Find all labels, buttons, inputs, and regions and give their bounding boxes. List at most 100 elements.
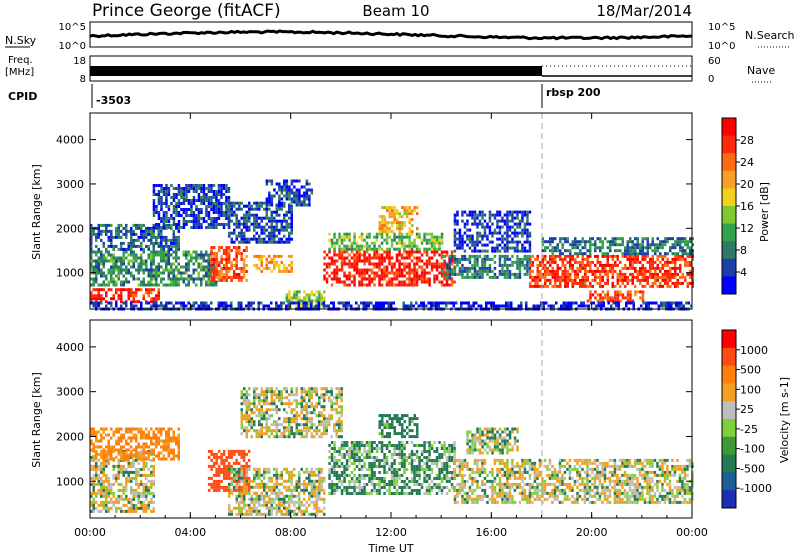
power-cell-r14 [609, 266, 612, 270]
power-cell-r14 [634, 254, 637, 258]
power-cell-r9 [353, 256, 356, 260]
power-cell-r2 [172, 229, 175, 233]
velocity-cell-r0 [127, 497, 130, 501]
power-cell-r6 [238, 240, 241, 244]
power-cell-r14 [619, 275, 622, 279]
power-cell-r10 [403, 241, 406, 245]
power-cell-r4 [242, 276, 246, 279]
velocity-cell-r0 [117, 464, 120, 468]
power-cell-r9 [385, 283, 389, 287]
power-cell-r17 [367, 304, 370, 308]
power-cell-r0 [127, 291, 130, 295]
power-cell-r14 [576, 281, 579, 285]
power-cell-r9 [390, 262, 394, 266]
power-cell-r17 [615, 304, 618, 308]
power-cell-r14 [666, 275, 669, 279]
power-cell-r9 [358, 253, 361, 257]
power-cell-r7 [295, 188, 299, 192]
velocity-cell-r2 [220, 461, 223, 465]
power-cell-r6 [288, 216, 291, 220]
velocity-cell-r1 [165, 430, 168, 434]
power-colorbar-swatch [722, 206, 736, 225]
power-cell-r13 [468, 246, 472, 250]
power-cell-r17 [377, 304, 380, 308]
velocity-cell-r2 [230, 476, 233, 480]
power-cell-r14 [559, 275, 562, 279]
power-cell-r9 [340, 256, 344, 260]
power-cell-r1 [92, 283, 95, 287]
power-cell-r17 [580, 301, 583, 305]
velocity-cell-r0 [117, 467, 120, 471]
velocity-cell-r0 [120, 467, 123, 471]
power-cell-r1 [95, 262, 98, 266]
power-cell-r15 [646, 237, 649, 241]
velocity-cell-r2 [215, 470, 218, 474]
power-cell-r15 [559, 240, 562, 244]
velocity-cell-r0 [102, 461, 105, 465]
power-cell-r10 [345, 247, 349, 251]
power-cell-r6 [255, 237, 258, 241]
power-cell-r2 [97, 223, 100, 227]
power-cell-r12 [516, 257, 519, 261]
power-cell-r6 [260, 237, 263, 241]
power-cell-r11 [393, 221, 396, 225]
velocity-cell-r0 [150, 482, 153, 486]
power-cell-r2 [127, 241, 130, 245]
power-cell-r1 [127, 262, 130, 266]
power-cell-r10 [393, 238, 396, 242]
power-cell-r3 [197, 223, 201, 226]
power-cell-r13 [528, 231, 532, 235]
power-cell-r6 [235, 207, 238, 211]
power-cell-r13 [461, 213, 464, 217]
power-cell-r3 [157, 226, 161, 229]
power-cell-r14 [689, 260, 692, 264]
power-cell-r1 [147, 280, 150, 284]
power-cell-r11 [401, 221, 404, 225]
power-cell-r15 [656, 246, 659, 250]
power-cell-r15 [556, 246, 559, 250]
power-cell-r15 [589, 246, 592, 250]
velocity-cell-r1 [130, 436, 133, 440]
power-cell-r10 [343, 232, 346, 236]
velocity-cell-r0 [147, 479, 150, 483]
velocity-cell-r0 [130, 497, 133, 501]
velocity-cell-r0 [107, 491, 110, 495]
velocity-cell-r0 [110, 488, 113, 492]
velocity-cell-r3 [245, 488, 248, 492]
velocity-cell-r1 [152, 442, 155, 446]
power-cell-r12 [488, 275, 492, 279]
power-cell-r1 [172, 271, 175, 275]
power-cell-r17 [105, 304, 108, 308]
power-cell-r1 [207, 277, 210, 281]
power-cell-r12 [481, 260, 484, 264]
velocity-cell-r2 [220, 479, 223, 483]
power-cell-r8 [293, 293, 296, 297]
power-cell-r3 [210, 205, 213, 208]
velocity-cell-r2 [217, 449, 221, 453]
power-cell-r15 [676, 243, 679, 247]
power-cell-r1 [172, 280, 175, 284]
power-cell-r3 [182, 193, 186, 196]
power-cell-r0 [135, 288, 138, 292]
power-cell-r13 [461, 219, 464, 223]
velocity-cell-r0 [152, 482, 155, 486]
power-cell-r15 [634, 243, 637, 247]
power-cell-r10 [418, 232, 421, 236]
power-cell-r15 [659, 246, 662, 250]
power-cell-r15 [621, 237, 624, 241]
power-cell-r9 [405, 277, 409, 281]
power-cell-r15 [629, 252, 632, 256]
power-cell-r9 [388, 250, 391, 254]
velocity-cell-r3 [263, 485, 266, 489]
power-cell-r17 [555, 301, 558, 305]
power-cell-r3 [200, 202, 203, 205]
power-cell-r3 [155, 223, 158, 226]
power-cell-r17 [450, 301, 453, 305]
power-cell-r6 [260, 201, 263, 205]
power-cell-r17 [147, 301, 150, 305]
power-cell-r7 [265, 197, 269, 201]
power-cell-r2 [117, 226, 120, 230]
power-cell-r1 [205, 268, 208, 272]
velocity-cell-r1 [167, 451, 170, 455]
velocity-cell-r3 [268, 470, 271, 474]
